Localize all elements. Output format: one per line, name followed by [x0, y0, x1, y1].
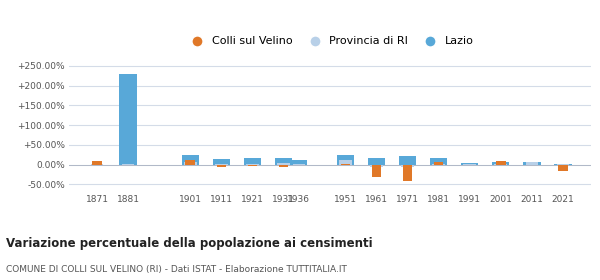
Bar	[526, 162, 538, 165]
Bar	[368, 158, 385, 165]
Bar	[430, 158, 447, 165]
Bar	[184, 162, 197, 165]
Bar	[559, 165, 568, 171]
Bar	[119, 74, 137, 165]
Bar	[399, 156, 416, 165]
Bar	[341, 164, 350, 165]
Bar	[493, 162, 509, 165]
Bar	[215, 164, 227, 165]
Bar	[246, 164, 259, 165]
Bar	[185, 160, 195, 165]
Bar	[403, 165, 412, 181]
Bar	[293, 164, 305, 165]
Bar	[434, 162, 443, 165]
Text: COMUNE DI COLLI SUL VELINO (RI) - Dati ISTAT - Elaborazione TUTTITALIA.IT: COMUNE DI COLLI SUL VELINO (RI) - Dati I…	[6, 265, 347, 274]
Bar	[557, 164, 569, 165]
Text: Variazione percentuale della popolazione ai censimenti: Variazione percentuale della popolazione…	[6, 237, 373, 249]
Bar	[122, 164, 134, 165]
Bar	[213, 159, 230, 165]
Legend: Colli sul Velino, Provincia di RI, Lazio: Colli sul Velino, Provincia di RI, Lazio	[182, 32, 478, 51]
Bar	[217, 165, 226, 167]
Bar	[290, 160, 307, 165]
Bar	[372, 165, 382, 177]
Bar	[92, 161, 101, 165]
Bar	[433, 164, 445, 165]
Bar	[554, 164, 572, 165]
Bar	[337, 155, 354, 165]
Bar	[182, 155, 199, 165]
Bar	[401, 165, 414, 167]
Bar	[275, 158, 292, 165]
Bar	[461, 163, 478, 165]
Bar	[339, 160, 352, 165]
Bar	[91, 164, 103, 165]
Bar	[277, 163, 290, 165]
Bar	[494, 164, 508, 165]
Bar	[244, 158, 261, 165]
Bar	[248, 165, 257, 166]
Bar	[523, 162, 541, 165]
Bar	[496, 161, 506, 165]
Bar	[370, 165, 383, 167]
Bar	[278, 165, 288, 167]
Bar	[463, 164, 476, 165]
